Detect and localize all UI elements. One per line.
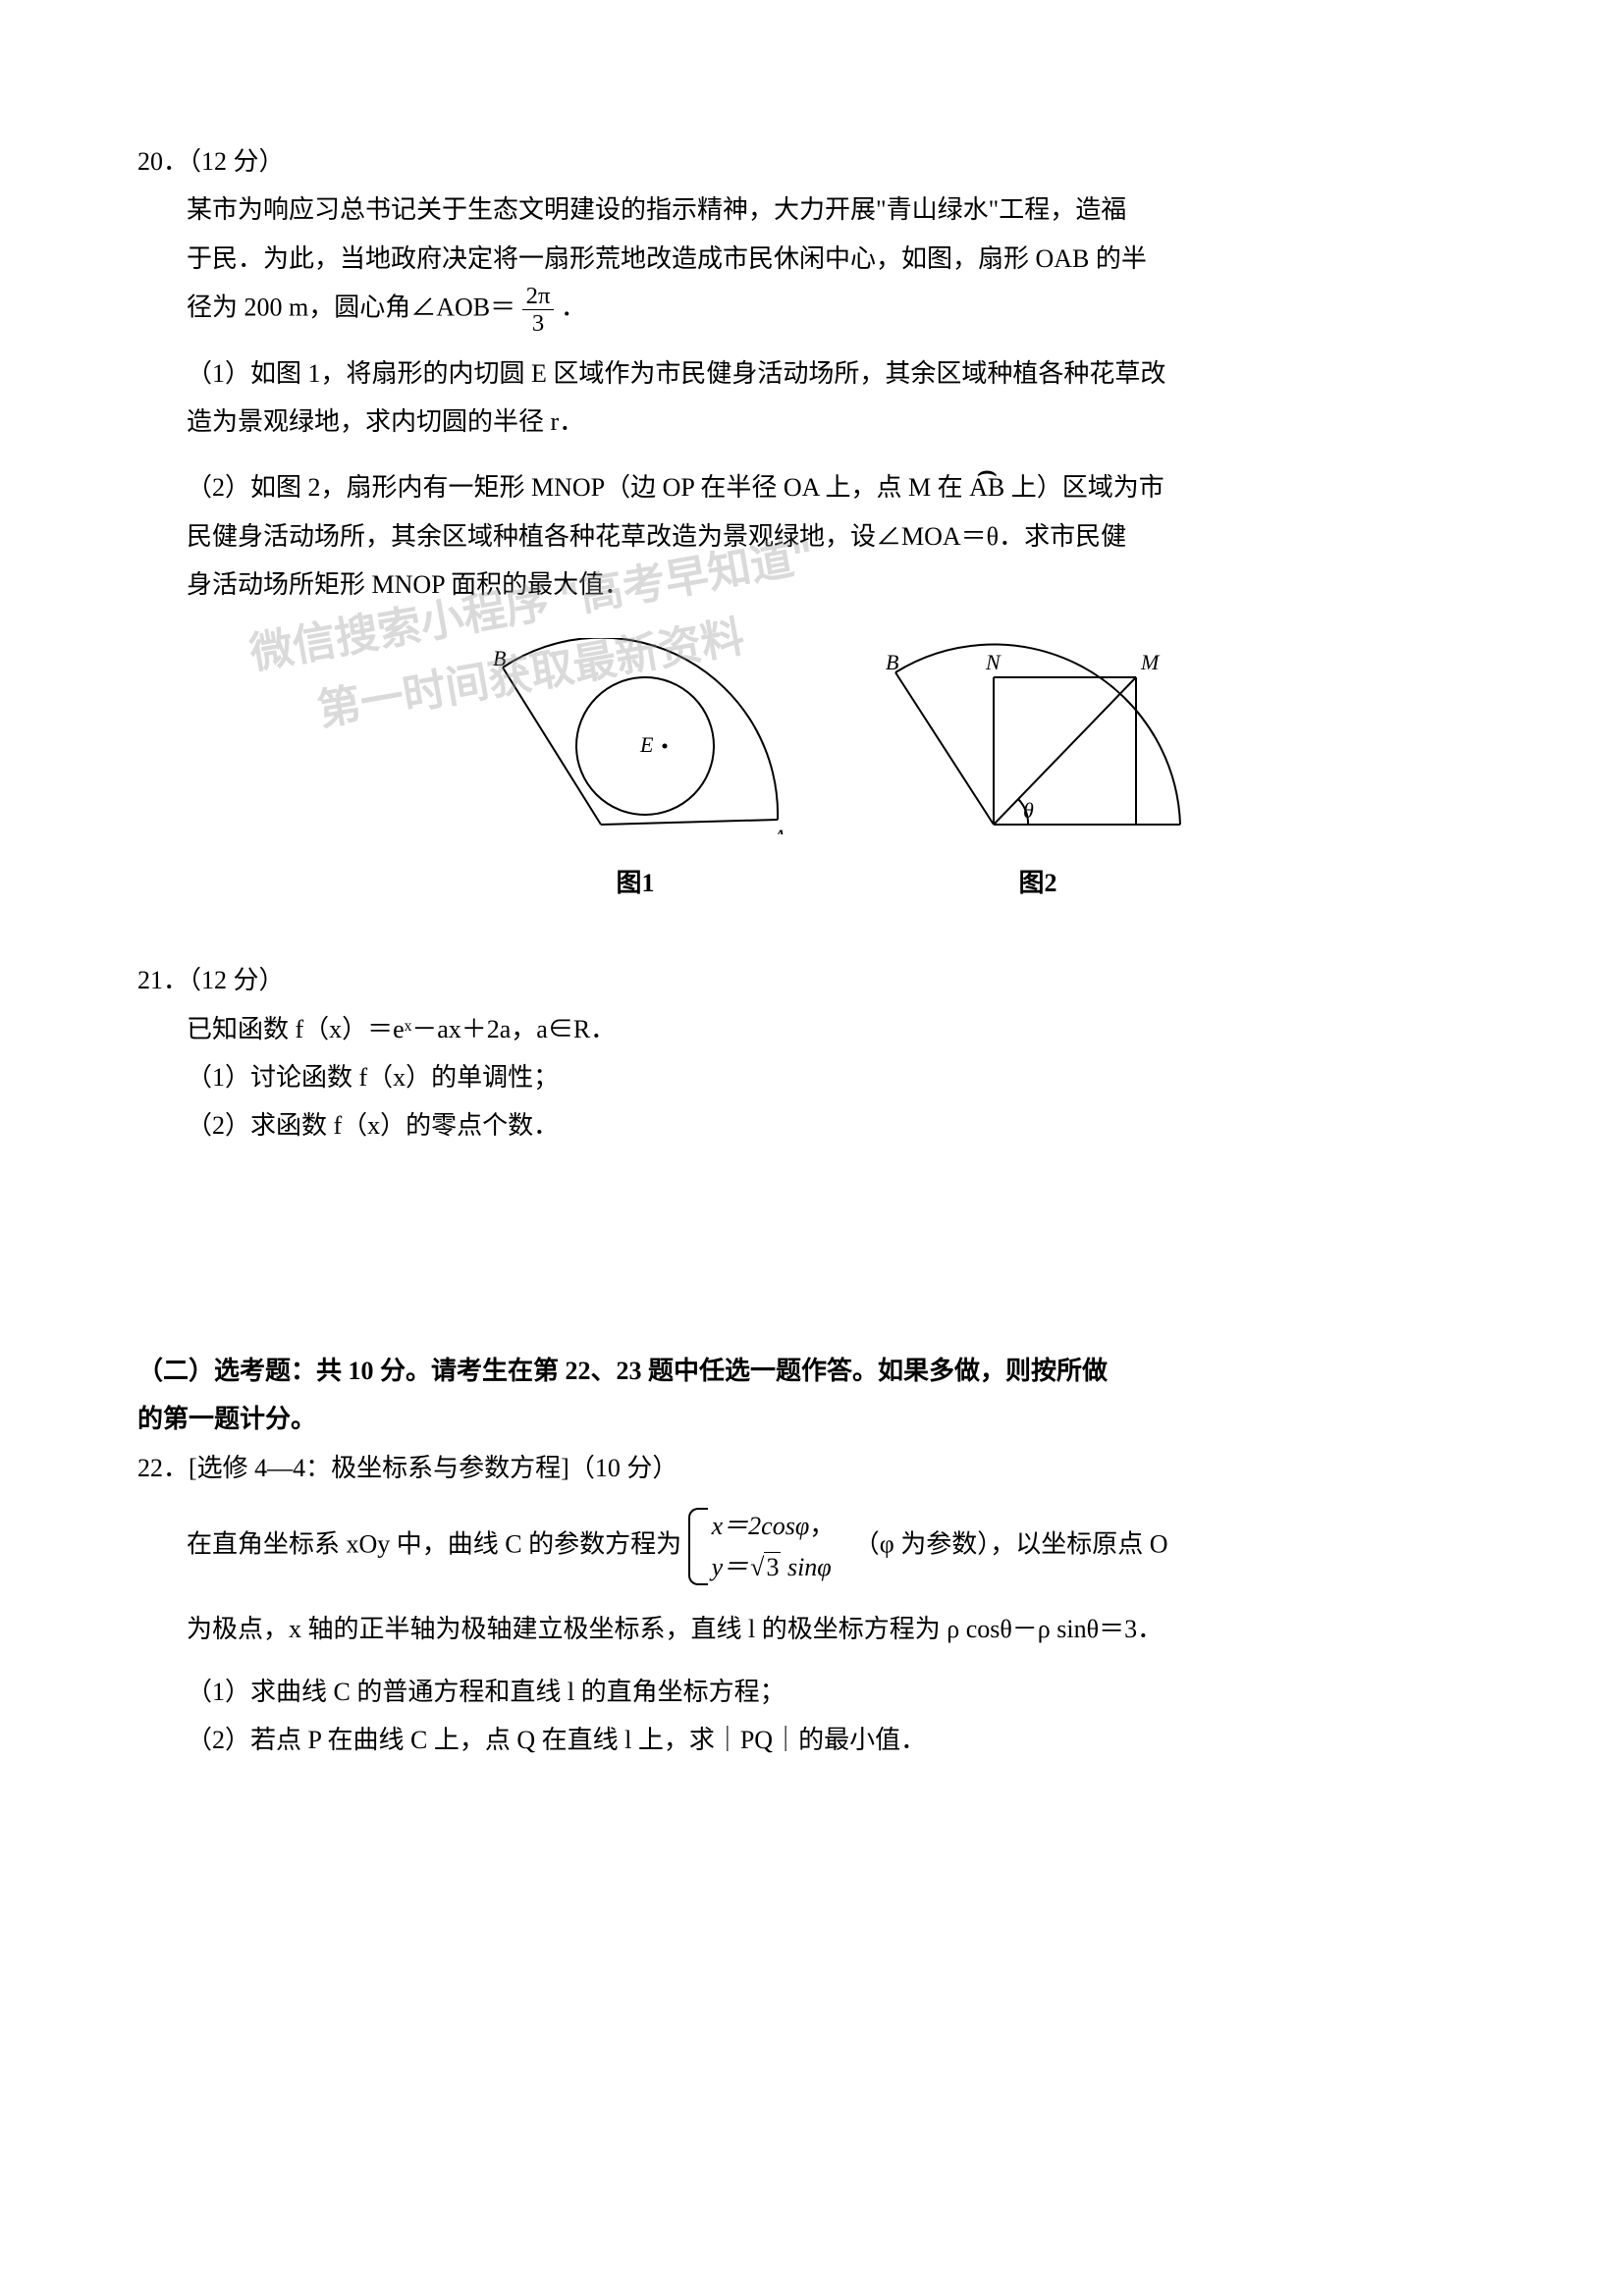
problem-21: 21．（12 分） 已知函数 f（x）＝eˣ－ax＋2a，a∈R． （1）讨论函… xyxy=(137,956,1487,1150)
problem-number-21: 21． xyxy=(137,966,189,994)
q20-part2-l1b: 上）区域为市 xyxy=(1004,473,1164,502)
figure-2-block: B N M O θ P A 图2 xyxy=(876,638,1200,907)
problem-number-22: 22． xyxy=(137,1454,189,1482)
fig1-label-E: E xyxy=(639,732,654,757)
sys-l1-b: ， xyxy=(809,1512,835,1540)
parametric-system: x＝2cosφ， y＝3 sinφ xyxy=(688,1506,836,1587)
sys-l1-phi: φ xyxy=(795,1512,809,1540)
q20-intro-l3b: ． xyxy=(561,294,586,322)
problem-points: （12 分） xyxy=(189,147,285,176)
q20-intro-l3a: 径为 200 m，圆心角∠AOB＝ xyxy=(187,294,515,322)
fig2-label-P: P xyxy=(1128,829,1142,834)
q21-part1: （1）讨论函数 f（x）的单调性； xyxy=(187,1053,1487,1101)
sqrt-3-body: 3 xyxy=(764,1552,781,1581)
fig2-label-theta: θ xyxy=(1023,798,1034,823)
frac-den: 3 xyxy=(522,310,555,337)
q20-part1-l2: 造为景观绿地，求内切圆的半径 r． xyxy=(187,398,1487,446)
fig2-label-M: M xyxy=(1140,650,1161,674)
q21-part2: （2）求函数 f（x）的零点个数． xyxy=(187,1101,1487,1149)
q20-part1-l1: （1）如图 1，将扇形的内切圆 E 区域作为市民健身活动场所，其余区域种植各种花… xyxy=(187,349,1487,398)
figure-2-svg: B N M O θ P A xyxy=(876,638,1200,834)
section-2-l1: （二）选考题：共 10 分。请考生在第 22、23 题中任选一题作答。如果多做，… xyxy=(137,1347,1487,1395)
fig2-label-B: B xyxy=(886,650,898,674)
problem-22: 22．[选修 4—4：极坐标系与参数方程]（10 分） 在直角坐标系 xOy 中… xyxy=(137,1444,1487,1765)
sys-l2-phi: φ xyxy=(817,1553,831,1581)
sys-l2-a: y＝ xyxy=(712,1553,749,1581)
sqrt-3: 3 xyxy=(748,1547,781,1588)
q22-intro-a: 在直角坐标系 xOy 中，曲线 C 的参数方程为 xyxy=(187,1530,688,1559)
fig1-label-O: O xyxy=(591,829,607,834)
figure-1-caption: 图1 xyxy=(473,859,797,907)
q22-part2: （2）若点 P 在曲线 C 上，点 Q 在直线 l 上，求｜PQ｜的最小值． xyxy=(187,1716,1487,1764)
q22-line2: 为极点，x 轴的正半轴为极轴建立极坐标系，直线 l 的极坐标方程为 ρ cosθ… xyxy=(187,1605,1487,1653)
fig1-label-B: B xyxy=(493,646,506,670)
figure-2-caption: 图2 xyxy=(876,859,1200,907)
problem-topic-22: [选修 4—4：极坐标系与参数方程]（10 分） xyxy=(189,1454,677,1482)
sys-l1-a: x＝2cos xyxy=(712,1512,795,1540)
problem-21-body: 已知函数 f（x）＝eˣ－ax＋2a，a∈R． （1）讨论函数 f（x）的单调性… xyxy=(137,1005,1487,1150)
q21-intro: 已知函数 f（x）＝eˣ－ax＋2a，a∈R． xyxy=(187,1005,1487,1053)
q22-part1: （1）求曲线 C 的普通方程和直线 l 的直角坐标方程； xyxy=(187,1668,1487,1716)
fig2-label-A: A xyxy=(1173,829,1189,834)
q20-part2-l1a: （2）如图 2，扇形内有一矩形 MNOP（边 OP 在半径 OA 上，点 M 在 xyxy=(187,473,969,502)
q20-part2-l2: 民健身活动场所，其余区域种植各种花草改造为景观绿地，设∠MOA＝θ．求市民健 xyxy=(187,512,1487,561)
q20-intro-l1: 某市为响应习总书记关于生态文明建设的指示精神，大力开展"青山绿水"工程，造福 xyxy=(187,186,1487,234)
problem-20: 20．（12 分） 某市为响应习总书记关于生态文明建设的指示精神，大力开展"青山… xyxy=(137,137,1487,907)
fraction-2pi-3: 2π 3 xyxy=(522,283,555,337)
q20-part2-l1: （2）如图 2，扇形内有一矩形 MNOP（边 OP 在半径 OA 上，点 M 在… xyxy=(187,463,1487,511)
q20-intro-l2: 于民．为此，当地政府决定将一扇形荒地改造成市民休闲中心，如图，扇形 OAB 的半 xyxy=(187,235,1487,283)
figures-row: B E O A 图1 xyxy=(187,638,1487,907)
problem-20-body: 某市为响应习总书记关于生态文明建设的指示精神，大力开展"青山绿水"工程，造福 于… xyxy=(137,186,1487,907)
q20-intro-l3: 径为 200 m，圆心角∠AOB＝ 2π 3 ． xyxy=(187,283,1487,337)
sys-l2-b: sin xyxy=(781,1553,817,1581)
frac-num: 2π xyxy=(522,283,555,310)
q22-intro-line: 在直角坐标系 xOy 中，曲线 C 的参数方程为 x＝2cosφ， y＝3 si… xyxy=(187,1506,1487,1587)
svg-text:E: E xyxy=(639,732,654,757)
figure-1-svg: B E O A xyxy=(473,638,797,834)
figure-1-block: B E O A 图1 xyxy=(473,638,797,907)
problem-number: 20． xyxy=(137,147,189,176)
q20-part2-l3: 身活动场所矩形 MNOP 面积的最大值． xyxy=(187,561,1487,609)
q22-intro-b: （φ 为参数），以坐标原点 O xyxy=(854,1530,1168,1559)
arc-ab: AB xyxy=(969,463,1004,511)
sys-line2: y＝ 3 sinφ xyxy=(712,1547,836,1588)
problem-points-21: （12 分） xyxy=(189,966,285,994)
problem-22-body: 在直角坐标系 xOy 中，曲线 C 的参数方程为 x＝2cosφ， y＝3 si… xyxy=(137,1492,1487,1764)
fig2-label-O: O xyxy=(982,829,998,834)
section-2-l2: 的第一题计分。 xyxy=(137,1395,1487,1443)
section-2-heading: （二）选考题：共 10 分。请考生在第 22、23 题中任选一题作答。如果多做，… xyxy=(137,1347,1487,1444)
sys-line1: x＝2cosφ， xyxy=(712,1506,836,1547)
fig2-label-N: N xyxy=(985,650,1001,674)
fig1-label-A: A xyxy=(771,825,786,834)
